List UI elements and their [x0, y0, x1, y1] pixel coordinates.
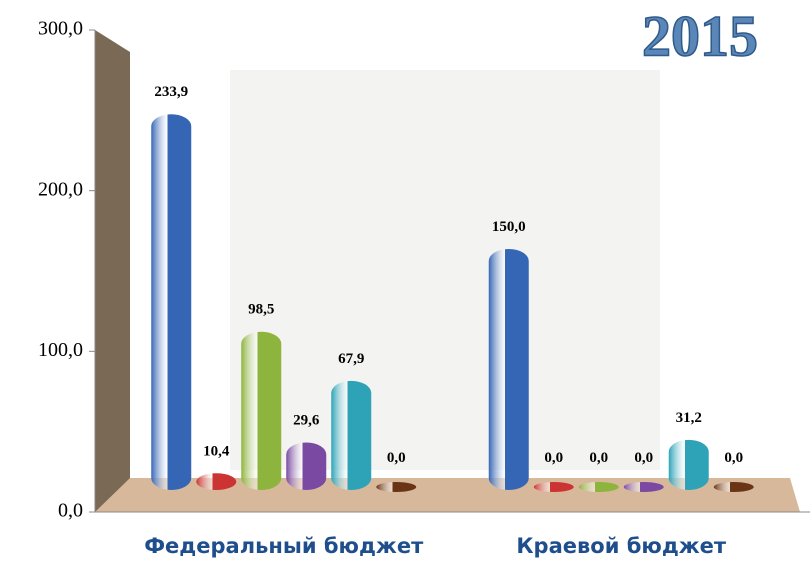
value-label: 31,2	[676, 410, 702, 426]
bar	[196, 473, 237, 490]
bar	[713, 482, 754, 492]
value-label: 67,9	[338, 351, 364, 367]
value-label: 98,5	[248, 302, 274, 318]
bar	[623, 482, 664, 492]
bar	[286, 442, 327, 490]
y-tick-label: 200,0	[38, 178, 83, 200]
x-tick-label: Краевой бюджет	[516, 534, 727, 558]
bar	[578, 482, 619, 492]
building-backdrop	[230, 70, 660, 470]
value-label: 29,6	[293, 412, 320, 428]
chart-title: 2015	[642, 3, 758, 68]
bar	[488, 249, 529, 490]
y-tick-label: 0,0	[58, 500, 83, 522]
value-label: 0,0	[387, 450, 406, 466]
value-label: 0,0	[724, 450, 743, 466]
bar	[376, 482, 417, 492]
bar	[151, 114, 192, 490]
bar	[668, 439, 709, 490]
bar	[241, 331, 282, 490]
bar	[331, 380, 372, 490]
y-tick-label: 300,0	[38, 18, 83, 40]
value-label: 150,0	[492, 219, 526, 235]
x-tick-label: Федеральный бюджет	[144, 534, 424, 558]
value-label: 0,0	[634, 450, 653, 466]
value-label: 0,0	[544, 450, 563, 466]
bar	[533, 482, 574, 492]
value-label: 233,9	[154, 84, 188, 100]
value-label: 0,0	[589, 450, 608, 466]
back-wall	[95, 30, 130, 512]
y-tick-label: 100,0	[38, 339, 83, 361]
value-label: 10,4	[203, 443, 230, 459]
